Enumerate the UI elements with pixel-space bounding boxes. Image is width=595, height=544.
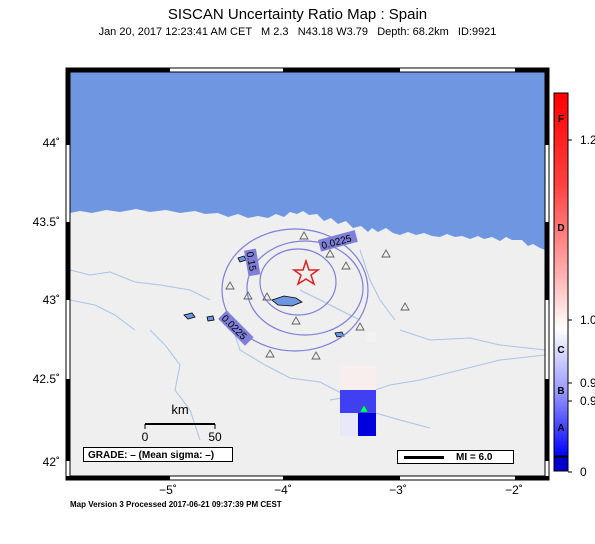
epicenter-star	[291, 258, 321, 286]
colorbar-value-1-0: 1.0	[580, 313, 595, 327]
ocean-area	[70, 72, 545, 250]
colorbar-letter-f: F	[558, 114, 564, 125]
lon-label-m2: −2˚	[505, 483, 523, 497]
station-marker	[299, 231, 309, 240]
uncertainty-cells	[340, 333, 376, 436]
grade-label: GRADE: – (Mean sigma: –)	[83, 447, 233, 462]
scale-tick-0: 0	[142, 430, 149, 444]
lon-label-m4: −4˚	[274, 483, 292, 497]
station-marker	[262, 292, 272, 301]
footer-text: Map Version 3 Processed 2017-06-21 09:37…	[70, 500, 282, 509]
station-marker	[325, 249, 335, 258]
station-marker	[311, 351, 321, 360]
scale-unit: km	[171, 402, 188, 417]
station-marker	[355, 322, 365, 331]
rivers	[70, 249, 545, 441]
mi-legend-bar	[404, 456, 444, 459]
colorbar-value-0-9b: 0.9	[580, 394, 595, 408]
map-subtitle: Jan 20, 2017 12:23:41 AM CET M 2.3 N43.1…	[98, 26, 497, 38]
station-marker	[341, 261, 351, 270]
uncertainty-contours	[221, 228, 369, 352]
map-frame	[65, 67, 550, 481]
map-area	[70, 72, 545, 476]
map-title: SISCAN Uncertainty Ratio Map : Spain	[167, 6, 428, 23]
station-marker	[381, 249, 391, 258]
reservoirs	[183, 255, 345, 338]
colorbar-zero-swatch	[553, 456, 569, 472]
scale-tick-50: 50	[208, 430, 222, 444]
scale-bar: km 0 50	[142, 402, 222, 444]
colorbar: F D C B A 1.2 1.0 0.9 0.9 0	[553, 92, 595, 479]
colorbar-letter-d: D	[557, 223, 564, 234]
lat-label-42: 42˚	[43, 455, 60, 469]
colorbar-value-0-9a: 0.9	[580, 376, 595, 390]
station-marker	[400, 302, 410, 311]
lon-label-m3: −3˚	[389, 483, 407, 497]
station-marker	[265, 349, 275, 358]
station-marker	[243, 291, 253, 300]
lat-label-44: 44˚	[43, 136, 60, 150]
lat-label-43: 43˚	[43, 293, 60, 307]
station-marker	[225, 281, 235, 290]
station-marker	[291, 316, 301, 325]
colorbar-letter-b: B	[557, 386, 564, 397]
colorbar-gradient	[553, 92, 569, 457]
lon-label-m5: −5˚	[159, 483, 177, 497]
lat-label-42-5: 42.5˚	[33, 372, 60, 386]
mi-legend: MI = 6.0	[397, 450, 514, 464]
contour-label-1: 0.15	[243, 251, 257, 273]
colorbar-value-0: 0	[580, 465, 587, 479]
colorbar-value-1-2: 1.2	[580, 133, 595, 147]
colorbar-letter-a: A	[557, 423, 564, 434]
station-active-marker	[359, 404, 369, 413]
lat-label-43-5: 43.5˚	[33, 215, 60, 229]
colorbar-letter-c: C	[557, 345, 564, 356]
mi-legend-label: MI = 6.0	[456, 452, 493, 463]
seismic-stations	[225, 231, 410, 360]
